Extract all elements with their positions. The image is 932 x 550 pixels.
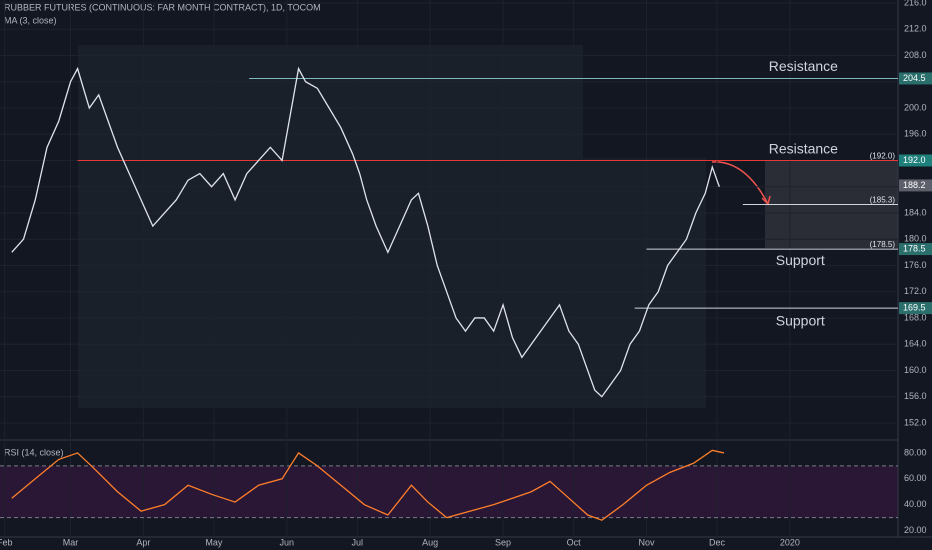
last-price-label: 188.2: [903, 180, 926, 190]
annotation: Resistance: [769, 141, 838, 157]
series-line: [11, 66, 720, 398]
y-tick-label: 152.0: [904, 417, 927, 427]
x-tick-label: Mar: [63, 537, 79, 547]
price-label-box: [899, 72, 932, 85]
y-tick-label: 20.00: [904, 525, 927, 535]
y-tick-label: 156.0: [904, 391, 927, 401]
y-tick-label: 196.0: [904, 129, 927, 139]
last-price-box: [899, 179, 932, 192]
x-tick-label: Feb: [0, 537, 12, 547]
level-note: (185.3): [870, 196, 896, 205]
y-tick-label: 200.0: [904, 102, 927, 112]
y-tick-label: 60.00: [904, 473, 927, 483]
price-label-box: [899, 243, 932, 256]
annotation: Resistance: [769, 58, 838, 74]
price-label-box: [899, 154, 932, 167]
y-tick-label: 80.00: [904, 447, 927, 457]
y-tick-label: 176.0: [904, 260, 927, 270]
y-tick-label: 160.0: [904, 365, 927, 375]
indicator-title: MA (3, close): [4, 15, 57, 25]
price-label: 178.5: [903, 243, 926, 253]
x-tick-label: Sep: [495, 537, 511, 547]
price-label: 204.5: [903, 73, 926, 83]
y-tick-label: 164.0: [904, 339, 927, 349]
level-note: (192.0): [870, 152, 896, 161]
x-tick-label: Jun: [280, 537, 295, 547]
x-tick-label: Aug: [422, 537, 438, 547]
annotation: Support: [776, 313, 825, 329]
y-tick-label: 208.0: [904, 50, 927, 60]
x-tick-label: 2020: [780, 537, 800, 547]
y-tick-label: 216.0: [904, 0, 927, 7]
y-tick-label: 180.0: [904, 234, 927, 244]
price-label-box: [899, 302, 932, 315]
y-tick-label: 184.0: [904, 207, 927, 217]
x-tick-label: Oct: [567, 537, 582, 547]
x-tick-label: Nov: [638, 537, 655, 547]
rsi-band: [0, 466, 898, 518]
x-tick-label: Jul: [352, 537, 364, 547]
y-tick-label: 212.0: [904, 24, 927, 34]
price-label: 192.0: [903, 155, 926, 165]
x-tick-label: May: [205, 537, 223, 547]
y-tick-label: 40.00: [904, 499, 927, 509]
series-line: [11, 449, 725, 521]
y-tick-label: 172.0: [904, 286, 927, 296]
price-label: 169.5: [903, 302, 926, 312]
x-tick-label: Apr: [136, 537, 150, 547]
x-tick-label: Dec: [709, 537, 726, 547]
annotation: Support: [776, 252, 825, 268]
volume-profile-area: [580, 158, 706, 408]
level-note: (178.5): [870, 240, 896, 249]
volume-profile-area: [78, 45, 583, 408]
rsi-title: RSI (14, close): [4, 447, 64, 457]
chart-title: RUBBER FUTURES (CONTINUOUS: FAR MONTH CO…: [4, 2, 321, 12]
y-tick-label: 168.0: [904, 312, 927, 322]
projection-arrow: [711, 161, 769, 205]
